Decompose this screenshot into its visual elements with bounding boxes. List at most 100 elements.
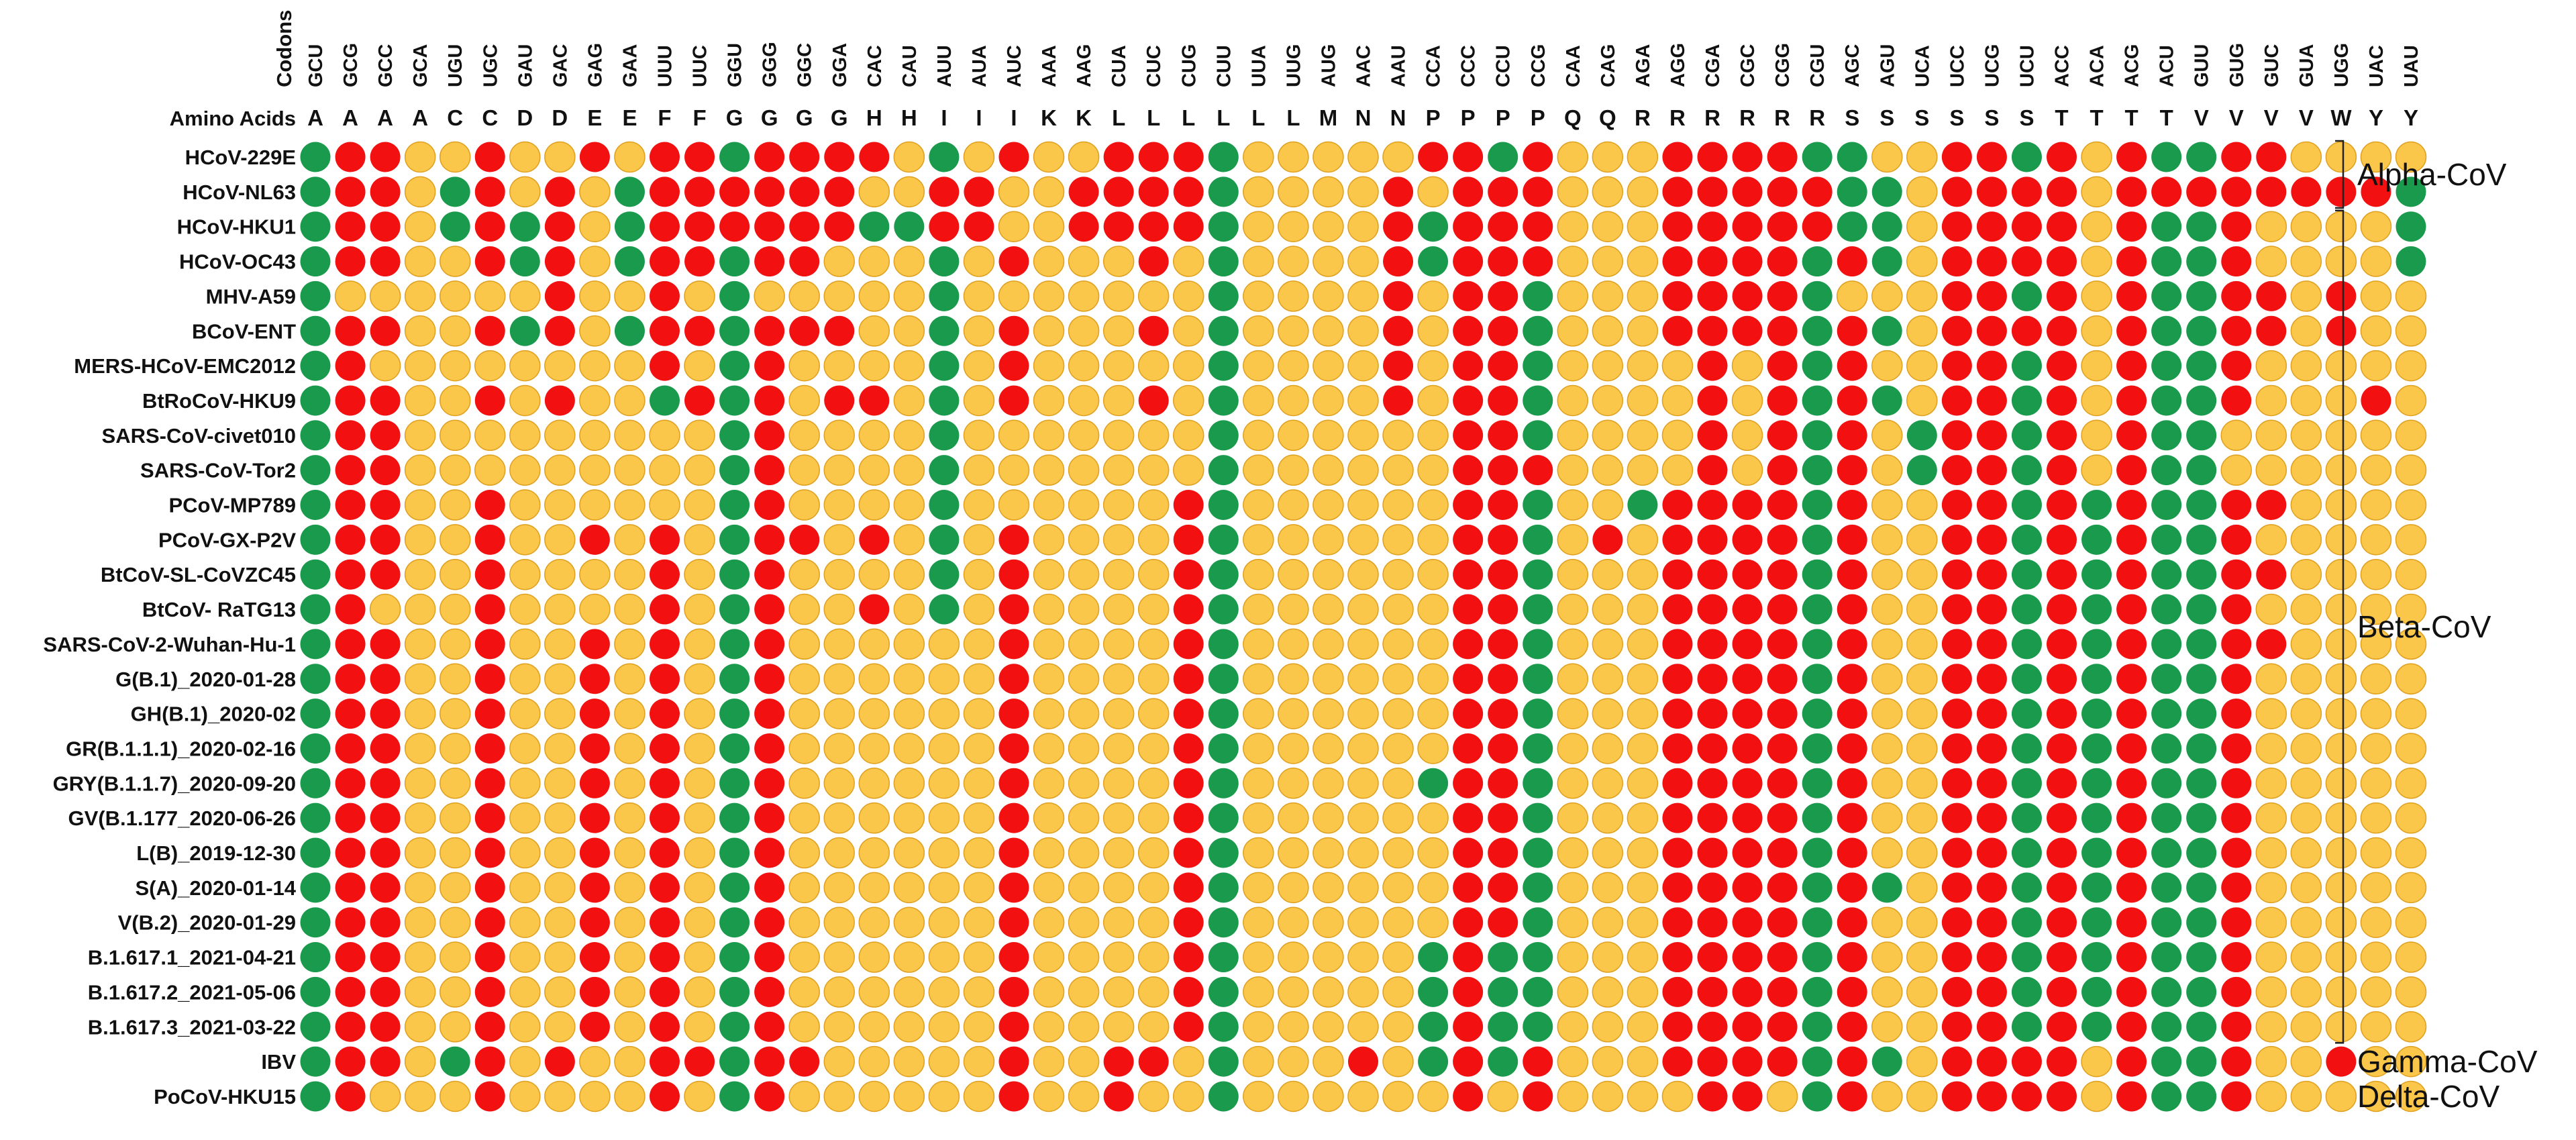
cell-red — [1173, 733, 1204, 764]
cell-yellow — [579, 176, 611, 208]
cell-yellow — [823, 524, 855, 556]
cell-red — [1453, 246, 1484, 277]
cell-yellow — [1278, 350, 1309, 382]
cell-yellow — [823, 1011, 855, 1043]
cell-green — [300, 664, 331, 694]
cell-red — [1767, 768, 1798, 798]
cell-yellow — [1278, 802, 1309, 834]
cell-green — [300, 872, 331, 903]
cell-green — [2151, 455, 2182, 486]
cell-yellow — [509, 663, 541, 694]
cell-red — [650, 733, 680, 764]
cell-green — [1523, 733, 1553, 764]
cell-yellow — [858, 454, 890, 486]
cell-red — [2116, 211, 2147, 242]
cell-red — [335, 629, 366, 660]
cell-red — [2116, 872, 2147, 903]
cell-yellow — [2255, 1011, 2287, 1043]
cell-yellow — [893, 454, 925, 486]
cell-red — [754, 733, 785, 764]
cell-yellow — [858, 906, 890, 938]
cell-yellow — [2081, 384, 2112, 417]
cell-red — [544, 211, 575, 242]
amino-acid-label: R — [1704, 105, 1720, 130]
cell-yellow — [2325, 141, 2357, 173]
cell-yellow — [1627, 872, 1659, 904]
cell-green — [1418, 211, 1449, 242]
cell-red — [1662, 629, 1693, 660]
cell-red — [1697, 315, 1728, 346]
cell-red — [1976, 907, 2007, 938]
cell-green — [1208, 385, 1239, 416]
cell-yellow — [1592, 628, 1624, 660]
cell-red — [1837, 768, 1867, 798]
cell-yellow — [963, 663, 995, 694]
cell-yellow — [1102, 350, 1135, 382]
cell-green — [1802, 942, 1833, 973]
cell-red — [1941, 246, 1972, 277]
cell-yellow — [1871, 837, 1903, 869]
cell-yellow — [1592, 1045, 1624, 1078]
cell-green — [1523, 524, 1553, 555]
cell-red — [370, 490, 401, 520]
cell-yellow — [928, 976, 960, 1008]
cell-yellow — [2325, 628, 2357, 660]
codon-label-ggg: GGG — [760, 42, 781, 87]
cell-red — [1941, 733, 1972, 764]
cell-green — [1418, 976, 1449, 1007]
cell-green — [2395, 211, 2426, 242]
cell-yellow — [2325, 837, 2357, 869]
cell-yellow — [928, 768, 960, 799]
cell-yellow — [1278, 872, 1309, 904]
cell-red — [1523, 142, 1553, 172]
cell-yellow — [858, 698, 890, 729]
cell-yellow — [893, 1045, 925, 1078]
cell-yellow — [1627, 1045, 1659, 1078]
cell-yellow — [1382, 454, 1414, 486]
cell-red — [1173, 1011, 1204, 1042]
cell-yellow — [2395, 558, 2427, 590]
codon-label-ccc: CCC — [1458, 45, 1480, 87]
cell-yellow — [614, 419, 646, 452]
cell-green — [719, 385, 750, 416]
amino-acid-label: E — [587, 105, 602, 130]
cell-yellow — [1627, 419, 1659, 452]
cell-yellow — [1592, 802, 1624, 834]
cell-green — [1802, 1046, 1833, 1077]
cell-red — [1976, 455, 2007, 486]
cell-yellow — [1382, 837, 1414, 869]
cell-yellow — [2360, 628, 2392, 660]
cell-yellow — [1347, 315, 1379, 347]
cell-yellow — [1871, 280, 1903, 312]
cell-yellow — [2081, 141, 2112, 173]
cell-yellow — [544, 558, 576, 590]
cell-yellow — [1627, 593, 1659, 625]
cell-yellow — [1068, 837, 1100, 869]
cell-yellow — [963, 1080, 995, 1112]
cell-red — [1523, 455, 1553, 486]
cell-red — [1941, 1081, 1972, 1112]
cell-yellow — [579, 454, 611, 486]
cell-red — [2047, 280, 2077, 311]
cell-yellow — [579, 593, 611, 625]
cell-red — [579, 976, 610, 1007]
cell-yellow — [1347, 837, 1379, 869]
cell-yellow — [823, 768, 855, 799]
cell-yellow — [754, 280, 785, 312]
cell-red — [1976, 315, 2007, 346]
cell-green — [440, 176, 470, 207]
cell-yellow — [788, 906, 820, 938]
cell-yellow — [1243, 768, 1274, 799]
cell-yellow — [823, 1045, 855, 1078]
cell-red — [1662, 802, 1693, 833]
cell-red — [2116, 420, 2147, 451]
cell-yellow — [2290, 733, 2322, 764]
cell-red — [1767, 142, 1798, 172]
cell-yellow — [509, 489, 541, 521]
cell-yellow — [544, 976, 576, 1008]
cell-green — [1208, 280, 1239, 311]
cell-yellow — [684, 419, 715, 452]
cell-yellow — [1033, 524, 1065, 556]
cell-yellow — [1347, 593, 1379, 625]
cell-yellow — [1871, 558, 1903, 590]
